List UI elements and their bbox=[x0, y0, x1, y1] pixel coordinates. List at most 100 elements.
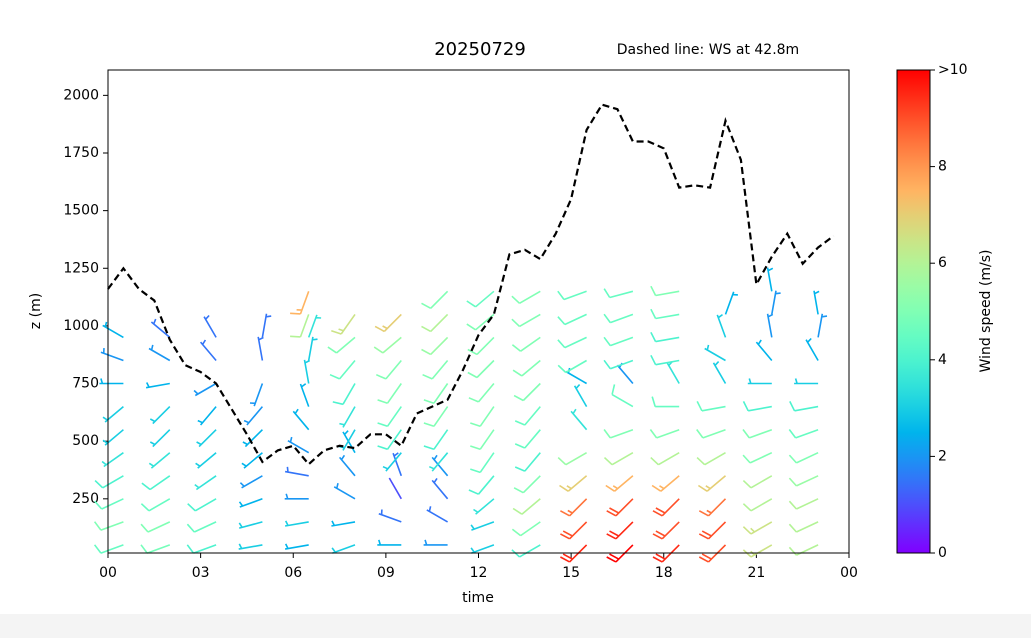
wind-barb bbox=[241, 452, 263, 469]
wind-barb bbox=[652, 521, 680, 540]
wind-barb bbox=[428, 452, 449, 472]
dashed-line bbox=[107, 103, 835, 466]
wind-barb bbox=[186, 544, 217, 554]
wind-barb bbox=[696, 428, 726, 439]
wind-barb bbox=[742, 401, 772, 412]
wind-barb bbox=[557, 359, 587, 374]
wind-barb bbox=[716, 313, 727, 338]
wind-barb bbox=[331, 520, 356, 527]
wind-barb bbox=[431, 454, 449, 477]
wind-barb bbox=[467, 336, 495, 356]
wind-barb bbox=[742, 498, 773, 512]
wind-barb bbox=[102, 321, 124, 339]
wind-barb bbox=[388, 477, 402, 500]
y-tick-label: 2000 bbox=[63, 87, 99, 103]
wind-barb bbox=[512, 498, 541, 515]
wind-barb bbox=[650, 452, 680, 466]
wind-barb bbox=[788, 428, 819, 439]
wind-barb bbox=[421, 313, 449, 333]
colorbar-tick-label: 4 bbox=[938, 352, 947, 368]
wind-barb bbox=[557, 313, 587, 326]
wind-barb bbox=[145, 382, 170, 389]
wind-barb bbox=[603, 428, 634, 439]
wind-barb bbox=[468, 475, 495, 495]
wind-barb bbox=[148, 452, 171, 469]
wind-barb bbox=[239, 475, 263, 489]
colorbar-tick-label: 2 bbox=[938, 448, 947, 464]
wind-barb bbox=[238, 498, 263, 508]
colorbar-tick-label: 0 bbox=[938, 545, 947, 561]
wind-barb bbox=[788, 451, 819, 464]
wind-barb bbox=[149, 406, 171, 425]
x-tick-label: 03 bbox=[192, 565, 210, 581]
wind-barb bbox=[199, 339, 217, 362]
wind-barb bbox=[766, 313, 774, 338]
wind-barb bbox=[284, 466, 309, 477]
x-tick-label: 18 bbox=[655, 565, 673, 581]
wind-barb bbox=[196, 429, 217, 448]
wind-barb bbox=[611, 384, 634, 408]
wind-barb bbox=[650, 308, 680, 320]
wind-barb bbox=[421, 290, 449, 310]
x-tick-label: 06 bbox=[284, 565, 302, 581]
wind-barb bbox=[421, 336, 449, 356]
wind-barb bbox=[755, 339, 773, 362]
wind-barb bbox=[333, 483, 356, 500]
wind-barb bbox=[649, 428, 680, 439]
wind-barb bbox=[557, 290, 587, 301]
wind-barb bbox=[742, 521, 773, 535]
wind-barb bbox=[339, 406, 356, 428]
wind-barb bbox=[514, 406, 541, 426]
wind-barb bbox=[606, 521, 634, 540]
wind-barb bbox=[805, 337, 819, 361]
footer-band bbox=[0, 614, 1031, 638]
wind-barb bbox=[512, 359, 541, 377]
wind-barb bbox=[605, 475, 634, 492]
wind-barb bbox=[573, 384, 588, 407]
wind-barb bbox=[698, 521, 727, 540]
wind-barb bbox=[197, 406, 217, 426]
wind-barb bbox=[603, 452, 634, 466]
wind-barb bbox=[603, 313, 634, 324]
y-tick-label: 1250 bbox=[63, 260, 99, 276]
wind-barb bbox=[423, 406, 449, 428]
wind-barb bbox=[140, 521, 171, 533]
wind-barb bbox=[375, 359, 402, 380]
colorbar-tick-label: 6 bbox=[938, 255, 947, 271]
wind-barb bbox=[284, 520, 309, 527]
wind-barb bbox=[696, 452, 726, 466]
y-tick-label: 750 bbox=[72, 376, 99, 392]
wind-barb bbox=[141, 475, 171, 491]
wind-barb bbox=[94, 475, 124, 489]
wind-barb bbox=[290, 291, 310, 315]
wind-barb bbox=[327, 336, 356, 354]
colorbar-label: Wind speed (m/s) bbox=[978, 250, 994, 373]
wind-barb bbox=[140, 544, 171, 554]
wind-barb bbox=[392, 452, 403, 477]
wind-barb bbox=[100, 348, 124, 362]
wind-barb bbox=[102, 405, 124, 423]
wind-barb bbox=[560, 521, 588, 540]
wind-barb bbox=[374, 313, 402, 333]
wind-barb bbox=[513, 475, 541, 494]
wind-barb bbox=[195, 452, 217, 469]
wind-barb bbox=[603, 359, 634, 370]
wind-barb bbox=[742, 544, 773, 558]
wind-barb bbox=[287, 436, 310, 454]
x-tick-label: 15 bbox=[562, 565, 580, 581]
wind-barb bbox=[651, 396, 680, 408]
colorbar bbox=[896, 69, 931, 554]
wind-barb bbox=[514, 429, 541, 449]
wind-barb bbox=[423, 429, 449, 451]
wind-barb bbox=[150, 318, 171, 339]
wind-barb bbox=[243, 406, 264, 426]
wind-barb bbox=[513, 382, 541, 402]
wind-barb bbox=[186, 521, 217, 533]
wind-barb bbox=[332, 383, 356, 406]
plot-frame bbox=[107, 69, 850, 554]
wind-barb bbox=[813, 290, 820, 315]
wind-barb bbox=[466, 313, 495, 331]
wind-barb bbox=[470, 406, 495, 428]
wind-barb bbox=[650, 285, 680, 297]
